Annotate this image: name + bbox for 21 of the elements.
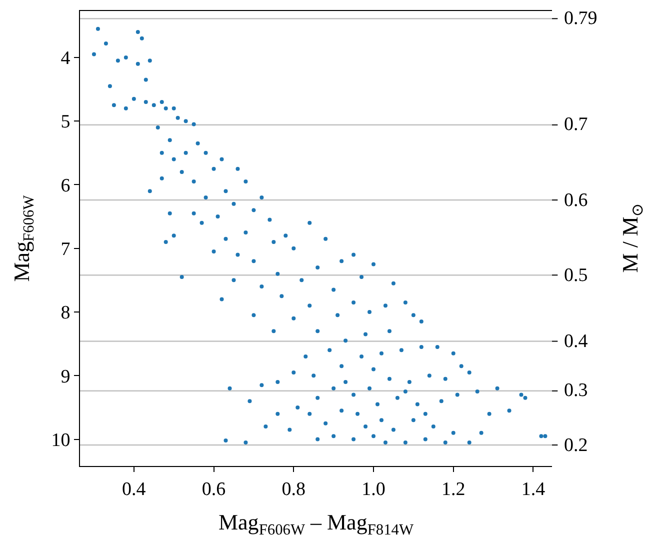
text: 0.5 (564, 265, 588, 286)
y-tick-label: 8 (60, 302, 70, 324)
x-tick-label: 0.8 (282, 478, 306, 500)
x-axis-title: Mag$_{F606W}$ – Mag$_{F814W}$ (218, 510, 414, 538)
text: 0.4 (564, 331, 588, 352)
x-tick-label: 1.0 (362, 478, 386, 500)
text: 0.7 (564, 114, 588, 135)
x-tick-label: 1.4 (521, 478, 546, 500)
x-tick-label: 0.4 (122, 478, 146, 500)
text: 0.2 (564, 435, 588, 456)
y-tick-label: 4 (60, 48, 71, 70)
text: 0.79 (564, 8, 598, 29)
y-tick-label: 5 (60, 112, 70, 133)
x-tick-label: 1.2 (441, 478, 466, 500)
y-tick-label: 7 (60, 239, 70, 260)
y-tick-label: 9 (60, 366, 70, 388)
y-tick-label: 10 (51, 430, 70, 451)
text: 0.3 (564, 380, 588, 401)
y-tick-label: 6 (60, 175, 70, 196)
text: 0.6 (564, 190, 588, 211)
x-tick-label: 0.6 (202, 478, 226, 500)
